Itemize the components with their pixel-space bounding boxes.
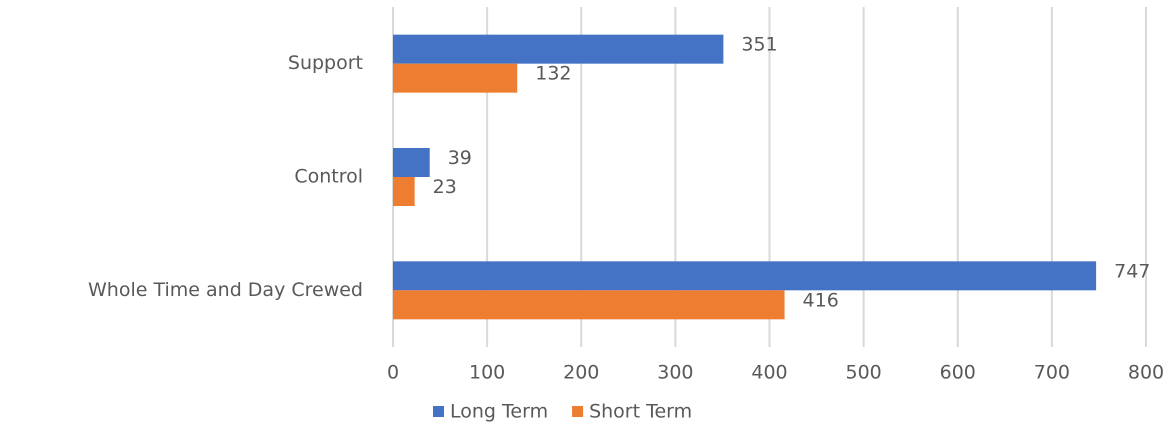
x-tick-label: 800 [1128,362,1164,384]
y-tick-label: Control [294,166,363,188]
data-label: 132 [535,63,571,85]
data-label: 39 [448,147,472,169]
bar [393,63,518,93]
bar [393,290,785,320]
bar [393,261,1097,291]
bar [393,34,724,64]
bar [393,177,415,206]
legend-swatch [572,406,584,417]
x-tick-label: 100 [469,362,505,384]
x-tick-label: 400 [751,362,787,384]
data-label: 23 [433,176,457,198]
data-label: 416 [803,289,839,311]
y-tick-label: Support [288,52,363,74]
legend-swatch [433,406,444,417]
x-tick-label: 0 [387,362,399,384]
y-tick-label: Whole Time and Day Crewed [88,279,363,301]
bar [393,148,430,177]
legend-label: Long Term [450,401,548,423]
x-tick-label: 200 [563,362,599,384]
legend-label: Short Term [589,401,692,423]
x-tick-label: 500 [845,362,881,384]
x-tick-label: 600 [940,362,976,384]
data-label: 351 [741,34,777,56]
x-tick-label: 700 [1034,362,1070,384]
data-label: 747 [1114,260,1150,282]
x-tick-label: 300 [657,362,693,384]
